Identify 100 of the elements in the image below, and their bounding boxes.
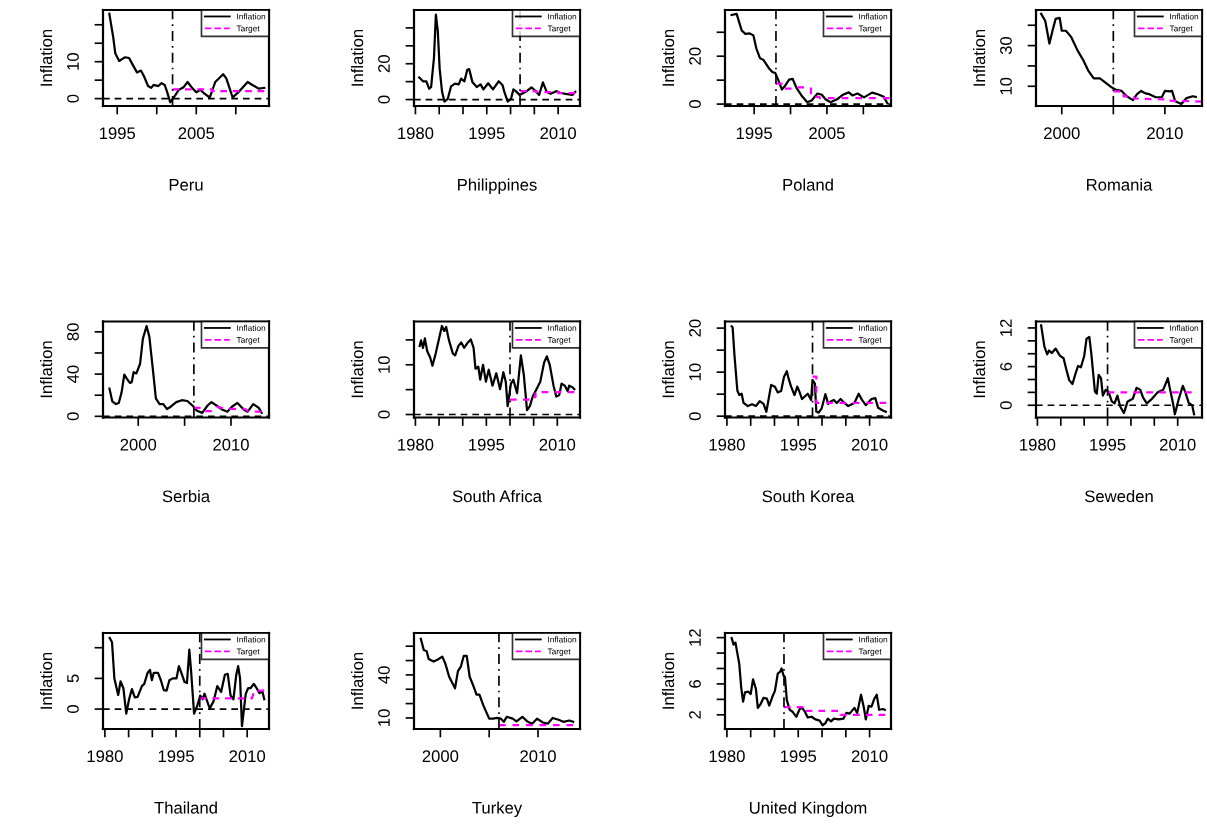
x-tick-label: 1980	[709, 438, 745, 451]
x-tick-label: 2010	[540, 127, 577, 140]
y-tick-label: 2	[689, 711, 701, 719]
legend-label: Inflation	[548, 324, 577, 331]
x-tick-label: 1995	[780, 750, 817, 763]
x-tick-label: 2010	[1147, 127, 1183, 140]
legend-label: Target	[858, 337, 882, 345]
line-series	[108, 324, 263, 414]
y-tick-label: 20	[378, 55, 390, 73]
legend-label: Target	[547, 648, 571, 657]
x-axis-title: Peru	[169, 179, 203, 191]
y-tick-label: 6	[1000, 362, 1012, 371]
y-tick-label: 0	[67, 412, 79, 421]
x-axis-title: Seweden	[1085, 489, 1153, 503]
x-tick-label: 1995	[469, 127, 505, 140]
x-axis-title: Poland	[783, 178, 833, 191]
y-axis-title: Inflation	[39, 29, 53, 86]
x-tick-label: 2005	[809, 127, 845, 140]
x-tick-label: 2010	[213, 438, 249, 451]
y-tick-label: 10	[67, 53, 79, 70]
y-tick-label: 0	[1000, 401, 1012, 410]
y-axis-title: Inflation	[350, 29, 364, 86]
y-tick-label: 10	[378, 356, 390, 373]
x-tick-label: 1995	[158, 750, 194, 763]
x-tick-label: 1980	[398, 127, 434, 140]
legend-label: Inflation	[1170, 324, 1199, 331]
x-tick-label: 1995	[1090, 438, 1126, 451]
legend-label: Target	[547, 337, 571, 345]
x-tick-label: 1995	[469, 438, 505, 451]
y-tick-label: 12	[1000, 319, 1012, 336]
x-tick-label: 2010	[851, 438, 888, 451]
y-tick-label: 30	[1000, 36, 1012, 55]
y-tick-label: 0	[67, 705, 79, 714]
y-tick-label: 10	[1000, 77, 1012, 95]
x-axis-title: United Kingdom	[750, 801, 867, 818]
x-tick-label: 2005	[178, 127, 215, 140]
legend-label: Inflation	[859, 636, 888, 643]
line-series	[1112, 90, 1202, 103]
y-tick-label: 40	[378, 666, 390, 684]
y-axis-title: Inflation	[972, 341, 986, 398]
line-series	[730, 325, 887, 414]
x-tick-label: 2010	[851, 750, 888, 763]
y-axis-title: Inflation	[350, 341, 364, 398]
y-axis-title: Inflation	[39, 652, 53, 709]
line-series	[730, 636, 886, 727]
y-axis-title: Inflation	[661, 341, 675, 398]
legend-label: Target	[858, 648, 882, 657]
x-tick-label: 1980	[87, 750, 123, 763]
x-tick-label: 2000	[1044, 127, 1080, 140]
line-series	[774, 82, 891, 100]
line-series	[419, 637, 575, 725]
x-axis-title: South Africa	[452, 489, 542, 503]
x-axis-title: Turkey	[472, 801, 523, 818]
x-axis-title: Serbia	[162, 489, 211, 503]
y-axis-title: Inflation	[39, 341, 53, 398]
x-tick-label: 1995	[736, 127, 772, 140]
legend-label: Target	[1169, 337, 1193, 345]
x-axis-title: Romania	[1087, 178, 1153, 191]
y-axis-title: Inflation	[661, 29, 675, 86]
x-tick-label: 2010	[229, 750, 266, 763]
y-tick-label: 80	[67, 323, 79, 341]
y-tick-label: 0	[67, 94, 79, 103]
y-tick-label: 12	[689, 629, 701, 646]
x-tick-label: 2010	[1159, 438, 1196, 451]
y-tick-label: 0	[689, 412, 701, 421]
legend-label: Inflation	[237, 636, 266, 643]
y-axis-title: Inflation	[661, 652, 675, 709]
x-tick-label: 1980	[398, 438, 434, 451]
legend-label: Target	[236, 337, 260, 345]
legend-label: Inflation	[859, 324, 888, 331]
x-tick-label: 2010	[539, 438, 576, 451]
y-tick-label: 10	[378, 709, 390, 726]
y-tick-label: 5	[67, 674, 79, 683]
line-series	[418, 13, 577, 103]
y-tick-label: 10	[689, 363, 701, 381]
legend-label: Target	[1169, 25, 1193, 34]
y-tick-label: 0	[378, 95, 390, 104]
legend-label: Inflation	[237, 324, 266, 331]
y-tick-label: 6	[689, 680, 701, 688]
x-tick-label: 2000	[422, 750, 459, 763]
x-tick-label: 1995	[780, 438, 817, 451]
legend-label: Target	[858, 25, 882, 34]
legend-label: Target	[236, 25, 260, 34]
legend-label: Target	[236, 648, 260, 657]
y-tick-label: 20	[689, 319, 701, 337]
x-axis-title: Thailand	[154, 801, 217, 814]
y-tick-label: 0	[378, 410, 390, 419]
y-axis-title: Inflation	[350, 652, 364, 709]
legend-label: Target	[547, 25, 571, 34]
line-series	[108, 12, 266, 104]
legend-label: Inflation	[237, 13, 266, 20]
x-tick-label: 2010	[520, 750, 556, 763]
line-series	[418, 324, 576, 412]
x-axis-title: Philippines	[458, 178, 537, 195]
x-tick-label: 2000	[120, 438, 157, 451]
legend-label: Inflation	[548, 636, 577, 643]
legend-label: Inflation	[548, 13, 577, 20]
y-axis-title: Inflation	[972, 29, 986, 86]
y-tick-label: 0	[689, 100, 701, 109]
x-tick-label: 1980	[709, 750, 745, 763]
